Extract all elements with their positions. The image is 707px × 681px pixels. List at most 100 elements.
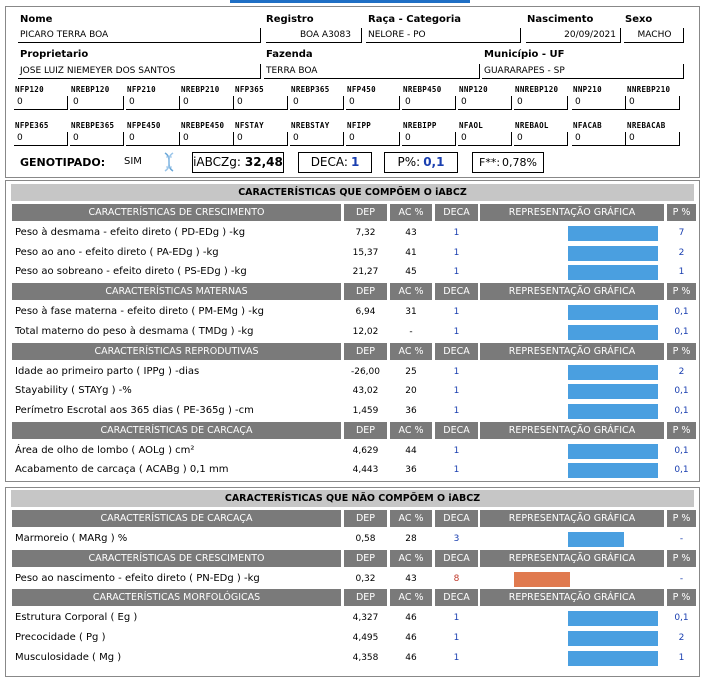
col-header-dep: DEP bbox=[344, 342, 387, 360]
trait-bar bbox=[568, 650, 658, 666]
trait-p: 2 bbox=[678, 247, 685, 258]
trait-p: 0,1 bbox=[674, 307, 689, 318]
trait-deca: 1 bbox=[453, 326, 460, 337]
col-header-ac: AC % bbox=[390, 589, 432, 607]
trait-deca: 1 bbox=[453, 247, 460, 258]
nascimento-field: 20/09/2021 bbox=[526, 28, 621, 43]
grid-label-nfp365: NFP365 bbox=[235, 85, 264, 94]
trait-p: 2 bbox=[678, 366, 685, 377]
trait-row: Acabamento de carcaça ( ACABg ) 0,1 mm 4,… bbox=[6, 461, 696, 479]
trait-dep: 1,459 bbox=[352, 405, 379, 416]
trait-p: 2 bbox=[678, 633, 685, 644]
trait-dep: 0,58 bbox=[355, 534, 376, 544]
registro-label: Registro bbox=[266, 14, 314, 25]
trait-ac: 20 bbox=[405, 386, 417, 397]
trait-p: - bbox=[679, 573, 684, 584]
group-header: CARACTERÍSTICAS MATERNAS bbox=[12, 283, 341, 301]
trait-label: Peso ao sobreano - efeito direto ( PS-ED… bbox=[15, 266, 247, 278]
grid-label-nfp120: NFP120 bbox=[15, 85, 44, 94]
col-header-deca: DECA bbox=[435, 342, 478, 360]
grid-label-nfp450: NFP450 bbox=[347, 85, 376, 94]
iabczg-label: iABCZg: bbox=[193, 155, 241, 169]
trait-label: Peso à desmama - efeito direto ( PD-EDg … bbox=[15, 227, 246, 238]
col-header-dep: DEP bbox=[344, 421, 387, 439]
grid-value-nrebaol: 0 bbox=[514, 132, 568, 146]
trait-bar bbox=[568, 324, 658, 340]
trait-row: Peso à desmama - efeito direto ( PD-EDg … bbox=[6, 224, 696, 242]
trait-ac: - bbox=[409, 326, 413, 337]
grid-value-nrebpe365: 0 bbox=[70, 132, 124, 146]
f-value: 0,78% bbox=[502, 156, 537, 169]
trait-dep: 4,629 bbox=[352, 445, 379, 456]
grid-label-nfp210: NFP210 bbox=[127, 85, 156, 94]
group-header: CARACTERÍSTICAS MORFOLÓGICAS bbox=[12, 589, 341, 607]
trait-ac: 46 bbox=[405, 633, 417, 644]
trait-label: Peso à fase materna - efeito direto ( PM… bbox=[15, 306, 264, 318]
col-header-deca: DECA bbox=[435, 549, 478, 567]
grid-value-nnrebp120: 0 bbox=[514, 96, 568, 110]
trait-deca: 1 bbox=[453, 405, 460, 416]
nome-field: PICARO TERRA BOA bbox=[18, 28, 261, 43]
trait-p: 0,1 bbox=[674, 613, 689, 624]
trait-dep: 7,32 bbox=[355, 228, 376, 238]
trait-deca: 3 bbox=[453, 534, 460, 544]
grid-label-nrebp120: NREBP120 bbox=[71, 85, 110, 94]
deca-stat: DECA: 1 bbox=[298, 152, 372, 173]
trait-dep: 4,443 bbox=[352, 465, 379, 476]
trait-ac: 36 bbox=[405, 405, 417, 416]
trait-dep: 12,02 bbox=[352, 326, 379, 337]
trait-label: Estrutura Corporal ( Eg ) bbox=[15, 612, 138, 624]
grid-label-nrebaol: NREBAOL bbox=[515, 121, 549, 130]
trait-label: Stayability ( STAYg ) -% bbox=[15, 385, 132, 397]
group-header: CARACTERÍSTICAS DE CRESCIMENTO bbox=[12, 549, 341, 567]
grid-value-nrebp120: 0 bbox=[70, 96, 124, 110]
trait-p: 1 bbox=[678, 267, 685, 278]
col-header-ac: AC % bbox=[390, 342, 432, 360]
trait-dep: 4,358 bbox=[352, 652, 379, 663]
trait-bar bbox=[568, 305, 658, 321]
trait-deca: 1 bbox=[453, 633, 460, 644]
trait-dep: 6,94 bbox=[355, 307, 376, 318]
grid-value-nrebstay: 0 bbox=[290, 132, 344, 146]
trait-row: Peso ao ano - efeito direto ( PA-EDg ) -… bbox=[6, 244, 696, 262]
trait-ac: 44 bbox=[405, 445, 417, 456]
grid-label-nfstay: NFSTAY bbox=[235, 121, 264, 130]
raca-label: Raça - Categoria bbox=[368, 14, 462, 25]
grid-label-nrebp210: NREBP210 bbox=[181, 85, 220, 94]
trait-dep: 4,327 bbox=[352, 613, 379, 624]
trait-deca: 1 bbox=[453, 445, 460, 456]
raca-field: NELORE - PO bbox=[366, 28, 521, 43]
trait-label: Precocidade ( Pg ) bbox=[15, 632, 106, 644]
trait-deca: 1 bbox=[453, 386, 460, 397]
col-header-p: P % bbox=[667, 283, 696, 301]
trait-ac: 25 bbox=[405, 366, 417, 377]
grid-value-nrebpe450: 0 bbox=[180, 132, 234, 146]
trait-deca: 8 bbox=[453, 573, 460, 584]
grid-value-nrebp450: 0 bbox=[402, 96, 456, 110]
trait-row: Stayability ( STAYg ) -% 43,02 20 1 0,1 bbox=[6, 382, 696, 400]
deca-label: DECA: bbox=[310, 155, 348, 169]
grid-value-nfacab: 0 bbox=[572, 132, 626, 146]
col-header-ac: AC % bbox=[390, 204, 432, 221]
municipio-field: GUARARAPES - SP bbox=[482, 64, 684, 79]
genotipado-value: SIM bbox=[124, 156, 142, 167]
trait-ac: 43 bbox=[405, 573, 417, 584]
trait-deca: 1 bbox=[453, 267, 460, 278]
trait-p: - bbox=[679, 534, 684, 544]
dna-icon bbox=[162, 152, 176, 172]
grid-label-nrebstay: NREBSTAY bbox=[291, 121, 330, 130]
grid-label-nnp120: NNP120 bbox=[459, 85, 488, 94]
col-header-ac: AC % bbox=[390, 283, 432, 301]
grid-value-nrebp365: 0 bbox=[290, 96, 344, 110]
sexo-label: Sexo bbox=[625, 14, 653, 25]
grid-value-nfpe365: 0 bbox=[14, 132, 68, 146]
trait-dep: -26,00 bbox=[350, 366, 380, 377]
grid-value-nfpe450: 0 bbox=[126, 132, 180, 146]
col-header-deca: DECA bbox=[435, 283, 478, 301]
trait-label: Total materno do peso à desmama ( TMDg )… bbox=[15, 325, 254, 337]
col-header-rep: REPRESENTAÇÃO GRÁFICA bbox=[480, 589, 664, 607]
trait-row: Peso à fase materna - efeito direto ( PM… bbox=[6, 303, 696, 321]
grid-label-nfacab: NFACAB bbox=[573, 121, 602, 130]
grid-label-nnp210: NNP210 bbox=[573, 85, 602, 94]
grid-value-nfaol: 0 bbox=[458, 132, 512, 146]
